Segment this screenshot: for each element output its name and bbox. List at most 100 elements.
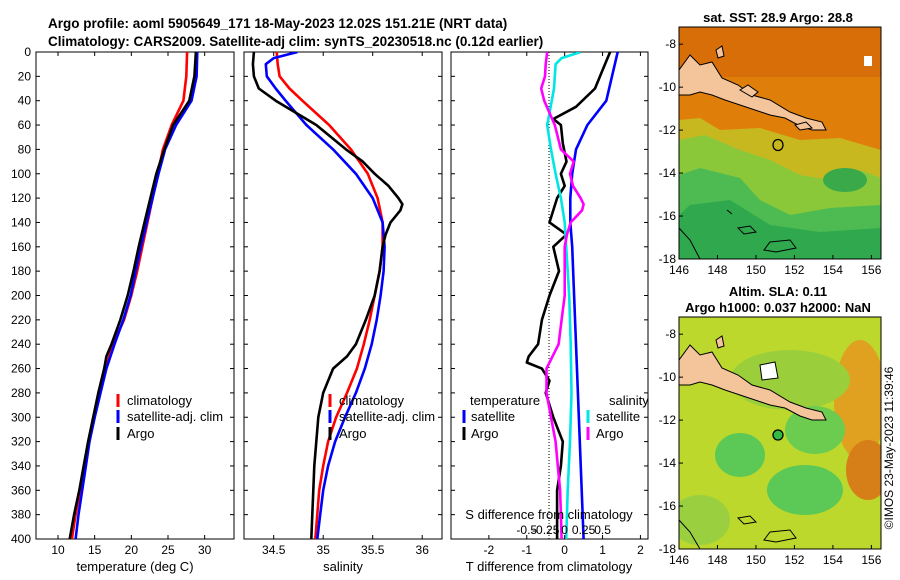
legend-label-argo: Argo: [339, 426, 366, 441]
map-x-tick-label: 152: [784, 553, 804, 567]
sla-land-newguinea: [679, 344, 827, 421]
map-y-tick-label: -12: [659, 123, 677, 137]
sla-map-frame: [678, 316, 882, 550]
map-y-tick-label: -16: [659, 209, 677, 223]
difference-s-ticks: -0.5-0.25 0 0.250.5: [516, 523, 611, 537]
depth-tick-label: 80: [18, 142, 32, 156]
series-line-temperature-satellite: [568, 52, 619, 539]
map-y-tick-label: -14: [659, 456, 677, 470]
series-line-salinity-Argo: [539, 52, 585, 539]
difference-legend: temperature satellite Argo salinity sate…: [462, 393, 649, 441]
series-line-climatology: [275, 52, 384, 539]
x-tick-label: 0: [561, 543, 568, 557]
depth-tick-label: 0: [24, 45, 31, 59]
legend-label-s-argo: Argo: [596, 426, 623, 441]
map-y-tick-label: -10: [659, 370, 677, 384]
x-tick-label: -1: [521, 543, 532, 557]
map-x-tick-label: 154: [823, 263, 843, 277]
sla-map: [679, 317, 881, 549]
depth-tick-label: 240: [11, 337, 31, 351]
series-line-Argo: [251, 52, 404, 539]
s-tick-label: 0.5: [594, 523, 611, 537]
legend-label-satellite: satellite-adj. clim: [127, 409, 223, 424]
temperature-xlabel: temperature (deg C): [76, 559, 193, 574]
x-tick-label: 35.5: [361, 543, 385, 557]
legend-label-s-satellite: satellite: [596, 409, 640, 424]
sst-x-ticks: 146 148 150 152 154 156: [669, 255, 882, 277]
salinity-lines: [251, 52, 404, 539]
x-tick-label: 30: [198, 543, 212, 557]
s-tick-label: 0: [561, 523, 568, 537]
series-line-salinity-satellite: [545, 52, 581, 539]
difference-x-ticks: -2 -1 0 1 2: [484, 52, 644, 557]
salinity-panel-frame: [243, 51, 443, 540]
depth-tick-label: 100: [11, 167, 31, 181]
x-tick-label: 20: [125, 543, 139, 557]
salinity-legend: climatology satellite-adj. clim Argo: [328, 393, 435, 441]
salinity-xlabel: salinity: [323, 559, 363, 574]
sla-map-title-line2: Argo h1000: 0.037 h2000: NaN: [685, 300, 871, 315]
sla-y-ticks: -8 -10 -12 -14 -16 -18: [659, 327, 683, 556]
map-x-tick-label: 152: [784, 263, 804, 277]
depth-tick-label: 300: [11, 410, 31, 424]
depth-tick-label: 60: [18, 118, 32, 132]
map-x-tick-label: 150: [746, 553, 766, 567]
depth-tick-label: 380: [11, 508, 31, 522]
depth-axis: 0 20 40 60 80 100 120 140 160 180 200 220 240 260 280 3…: [11, 45, 648, 546]
map-y-tick-label: -10: [659, 80, 677, 94]
map-y-tick-label: -18: [659, 542, 677, 556]
map-x-tick-label: 148: [707, 553, 727, 567]
legend-label-t-satellite: satellite: [471, 409, 515, 424]
depth-tick-label: 260: [11, 362, 31, 376]
series-line-Argo: [68, 52, 198, 539]
map-x-tick-label: 150: [746, 263, 766, 277]
depth-tick-label: 340: [11, 459, 31, 473]
sst-y-ticks: -8 -10 -12 -14 -16 -18: [659, 37, 683, 266]
map-x-tick-label: 146: [669, 263, 689, 277]
map-x-tick-label: 146: [669, 553, 689, 567]
depth-tick-label: 320: [11, 435, 31, 449]
figure-title-line2: Climatology: CARS2009. Satellite-adj cli…: [48, 34, 543, 49]
legend-title-salinity: salinity: [609, 393, 649, 408]
legend-label-climatology: climatology: [127, 393, 193, 408]
sla-map-title-line1: Altim. SLA: 0.11: [729, 284, 827, 299]
s-tick-label: 0.25: [572, 523, 596, 537]
sla-argo-marker: [772, 429, 784, 441]
series-line-temperature-Argo: [525, 52, 612, 539]
depth-tick-label: 400: [11, 532, 31, 546]
sst-land-newguinea: [679, 54, 827, 131]
map-y-tick-label: -18: [659, 252, 677, 266]
sst-argo-marker: [772, 138, 784, 152]
figure-title-line1: Argo profile: aoml 5905649_171 18-May-20…: [48, 16, 507, 31]
x-tick-label: 15: [88, 543, 102, 557]
sla-x-ticks: 146 148 150 152 154 156: [669, 545, 882, 567]
difference-x2label: S difference from climatology: [465, 507, 633, 522]
salinity-x-ticks: 34.5 35 35.5 36: [262, 52, 429, 557]
series-line-satellite: [264, 52, 386, 539]
x-tick-label: 1: [599, 543, 606, 557]
map-y-tick-label: -8: [665, 327, 676, 341]
map-y-tick-label: -14: [659, 166, 677, 180]
sst-map-frame: [678, 26, 882, 260]
map-y-tick-label: -8: [665, 37, 676, 51]
s-tick-label: -0.25: [532, 523, 560, 537]
map-y-tick-label: -12: [659, 413, 677, 427]
legend-label-argo: Argo: [127, 426, 154, 441]
map-x-tick-label: 156: [861, 263, 881, 277]
depth-tick-label: 220: [11, 313, 31, 327]
x-tick-label: 2: [637, 543, 644, 557]
temperature-lines: [68, 52, 199, 539]
depth-tick-label: 40: [18, 94, 32, 108]
x-tick-label: -2: [484, 543, 495, 557]
depth-tick-label: 120: [11, 191, 31, 205]
x-tick-label: 34.5: [262, 543, 286, 557]
x-tick-label: 10: [51, 543, 65, 557]
x-tick-label: 36: [416, 543, 430, 557]
difference-xlabel: T difference from climatology: [466, 559, 633, 574]
depth-tick-label: 140: [11, 215, 31, 229]
temperature-panel-frame: [35, 51, 235, 540]
series-line-satellite: [74, 52, 199, 539]
map-y-tick-label: -16: [659, 499, 677, 513]
legend-label-climatology: climatology: [339, 393, 405, 408]
